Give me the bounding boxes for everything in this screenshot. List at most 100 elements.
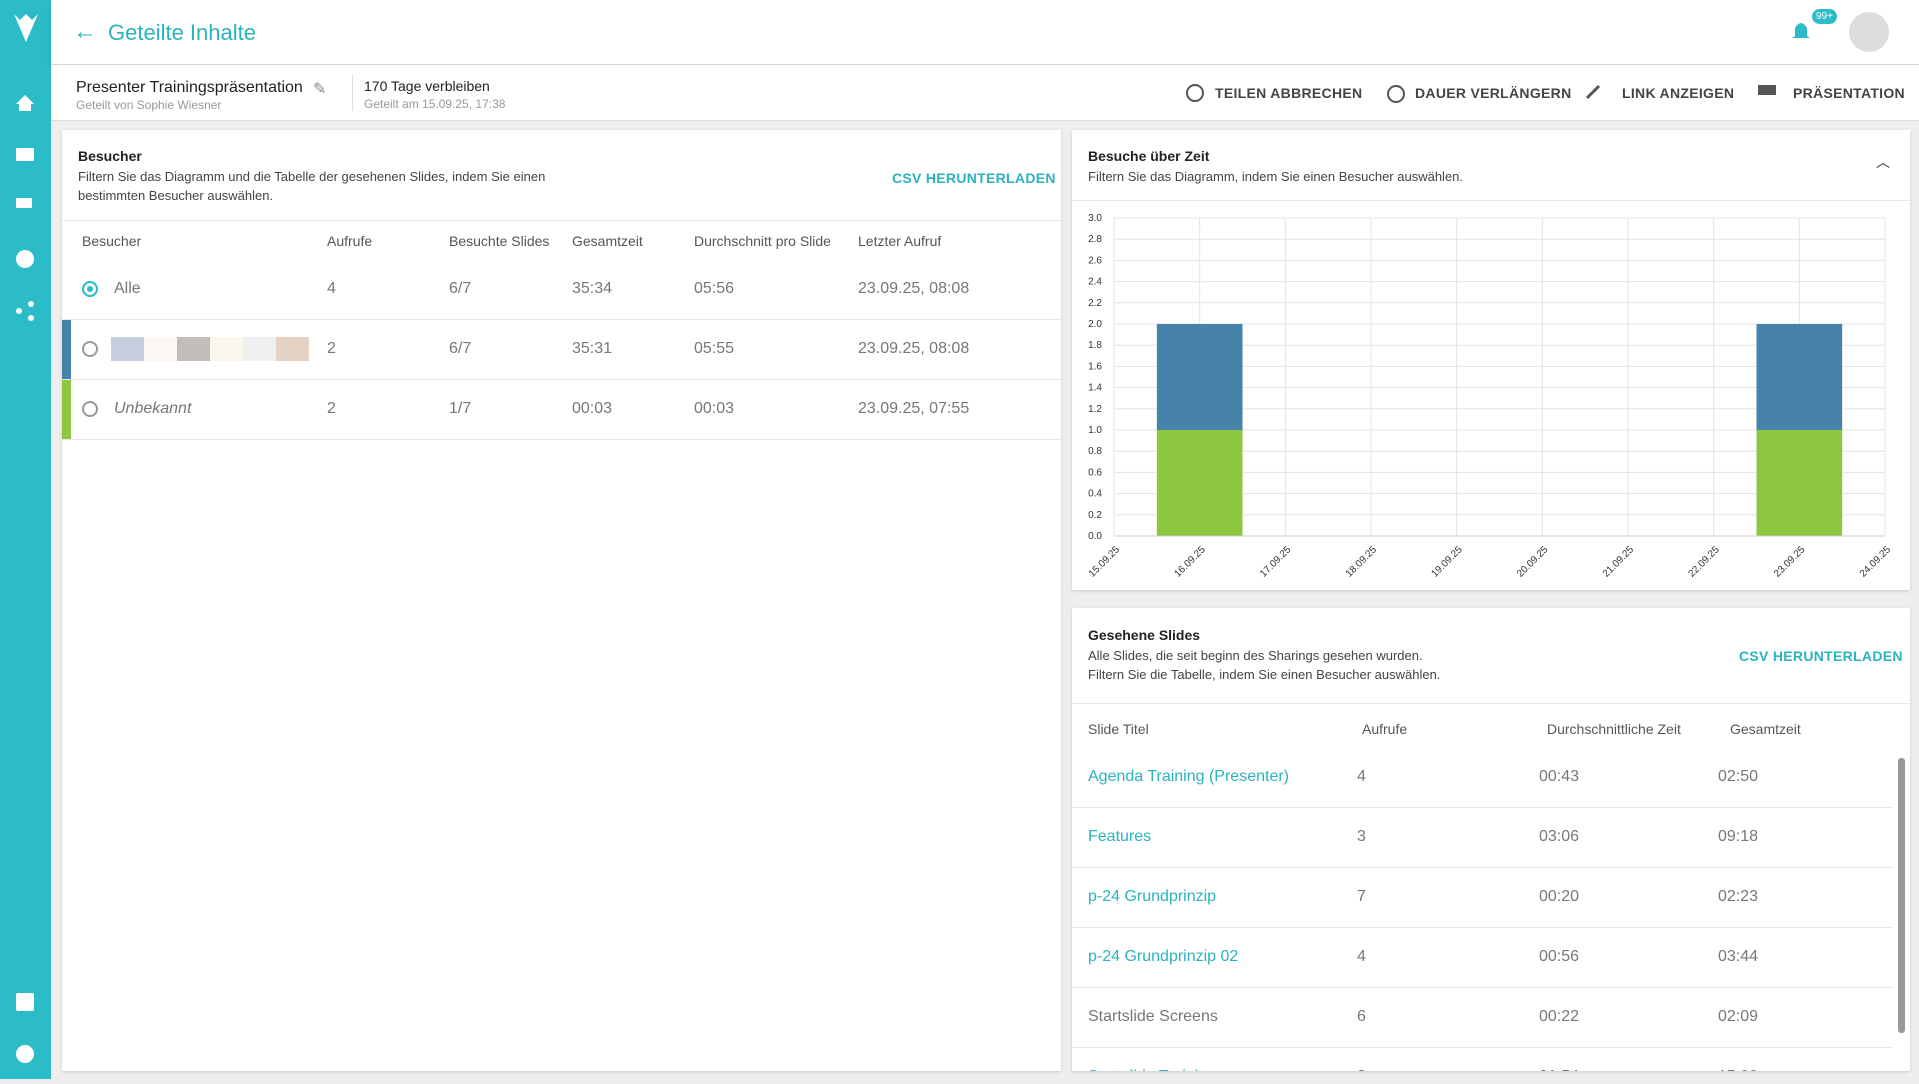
help-icon[interactable]: [16, 993, 34, 1011]
chart-panel: Besuche über Zeit Filtern Sie das Diagra…: [1072, 130, 1910, 590]
slide-title[interactable]: Agenda Training (Presenter): [1088, 768, 1289, 786]
chart-title: Besuche über Zeit: [1088, 148, 1209, 164]
bar: [1757, 430, 1843, 536]
y-tick-label: 2.8: [1088, 234, 1102, 245]
table-cell: 09:18: [1718, 828, 1758, 846]
back-button[interactable]: ←: [73, 18, 97, 46]
bell-icon[interactable]: [1791, 18, 1811, 42]
table-cell: 23.09.25, 08:08: [858, 280, 969, 298]
logo[interactable]: [14, 14, 38, 42]
shared-by: Geteilt von Sophie Wiesner: [76, 98, 221, 112]
panel-title: Gesehene Slides: [1088, 627, 1200, 643]
page-title: Geteilte Inhalte: [108, 20, 256, 46]
redacted-name: [144, 337, 177, 361]
presentation-icon[interactable]: [16, 198, 32, 208]
table-cell: 8: [1357, 1068, 1366, 1071]
share-icon[interactable]: [16, 308, 22, 314]
table-cell: 00:56: [1539, 948, 1579, 966]
radio[interactable]: [82, 341, 98, 357]
divider: [352, 75, 353, 111]
table-cell: 3: [1357, 828, 1366, 846]
folder-icon[interactable]: [16, 148, 34, 161]
visitors-panel: Besucher Filtern Sie das Diagramm und di…: [62, 130, 1061, 1071]
y-tick-label: 2.4: [1088, 277, 1102, 288]
column-header[interactable]: Slide Titel: [1088, 721, 1149, 737]
collapse-button[interactable]: ︿: [1876, 152, 1890, 172]
bar: [1157, 324, 1243, 430]
settings-icon[interactable]: [16, 1045, 34, 1063]
column-header[interactable]: Besucher: [82, 233, 141, 249]
sidebar: [0, 0, 51, 1079]
bar: [1157, 430, 1243, 536]
table-cell: 23.09.25, 08:08: [858, 340, 969, 358]
y-tick-label: 2.2: [1088, 298, 1102, 309]
table-cell: 2: [327, 340, 336, 358]
y-tick-label: 3.0: [1088, 213, 1102, 224]
x-tick-label: 19.09.25: [1429, 544, 1465, 580]
redacted-name: [111, 337, 144, 361]
column-header[interactable]: Aufrufe: [1362, 721, 1407, 737]
chart-subtitle: Filtern Sie das Diagramm, indem Sie eine…: [1088, 167, 1463, 186]
radio[interactable]: [82, 401, 98, 417]
y-tick-label: 1.8: [1088, 340, 1102, 351]
row-color: [62, 380, 71, 439]
column-header[interactable]: Aufrufe: [327, 233, 372, 249]
column-header[interactable]: Gesamtzeit: [572, 233, 643, 249]
column-header[interactable]: Durchschnitt pro Slide: [694, 233, 831, 249]
scrollbar[interactable]: [1898, 758, 1905, 1033]
table-cell: 35:31: [572, 340, 612, 358]
top-bar: ← Geteilte Inhalte 99+: [51, 0, 1919, 64]
slide-title[interactable]: p-24 Grundprinzip: [1088, 888, 1216, 906]
column-header[interactable]: Besuchte Slides: [449, 233, 549, 249]
column-header[interactable]: Gesamtzeit: [1730, 721, 1801, 737]
table-cell: 6: [1357, 1008, 1366, 1026]
table-cell: 00:20: [1539, 888, 1579, 906]
action-button[interactable]: PRÄSENTATION: [1793, 85, 1905, 101]
table-cell: 4: [1357, 768, 1366, 786]
share-icon-dot: [28, 315, 34, 321]
action-icons: [1185, 82, 1785, 104]
x-tick-label: 18.09.25: [1344, 544, 1380, 580]
avatar[interactable]: [1849, 12, 1889, 52]
panel-description: Alle Slides, die seit beginn des Sharing…: [1088, 646, 1423, 665]
y-tick-label: 1.2: [1088, 404, 1102, 415]
x-tick-label: 24.09.25: [1858, 544, 1894, 580]
csv-download[interactable]: CSV HERUNTERLADEN: [892, 170, 1056, 186]
stats-icon[interactable]: [16, 250, 34, 268]
table-cell: Unbekannt: [114, 400, 191, 418]
edit-icon[interactable]: ✎: [313, 79, 326, 99]
x-tick-label: 20.09.25: [1515, 544, 1551, 580]
table-cell: 00:43: [1539, 768, 1579, 786]
y-tick-label: 0.0: [1088, 531, 1102, 542]
table-cell: 00:03: [694, 400, 734, 418]
divider: [62, 220, 1061, 221]
toolbar: Presenter Trainingspräsentation Geteilt …: [51, 65, 1919, 121]
redacted-name: [177, 337, 210, 361]
slide-title[interactable]: p-24 Grundprinzip 02: [1088, 948, 1238, 966]
y-tick-label: 0.8: [1088, 446, 1102, 457]
radio[interactable]: [82, 281, 98, 297]
table-cell: 1/7: [449, 400, 471, 418]
panel-description: Filtern Sie das Diagramm und die Tabelle…: [78, 167, 568, 205]
table-cell: 2: [327, 400, 336, 418]
y-tick-label: 0.4: [1088, 489, 1102, 500]
chart: 0.00.20.40.60.81.01.21.41.61.82.02.22.42…: [1072, 201, 1910, 590]
home-icon[interactable]: [16, 95, 34, 111]
column-header[interactable]: Letzter Aufruf: [858, 233, 941, 249]
csv-download[interactable]: CSV HERUNTERLADEN: [1739, 648, 1903, 664]
panel-title: Besucher: [78, 148, 142, 164]
table-cell: 7: [1357, 888, 1366, 906]
y-tick-label: 2.0: [1088, 319, 1102, 330]
table-row[interactable]: [1072, 808, 1892, 868]
x-tick-label: 17.09.25: [1258, 544, 1294, 580]
bar: [1757, 324, 1843, 430]
column-header[interactable]: Durchschnittliche Zeit: [1547, 721, 1681, 737]
y-tick-label: 0.2: [1088, 510, 1102, 521]
table-cell: 35:34: [572, 280, 612, 298]
slide-title[interactable]: Startslide Screens: [1088, 1008, 1218, 1026]
table-cell: 15:09: [1718, 1068, 1758, 1071]
table-cell: 6/7: [449, 280, 471, 298]
slide-title[interactable]: Startslide Training: [1088, 1068, 1216, 1071]
slide-title[interactable]: Features: [1088, 828, 1151, 846]
